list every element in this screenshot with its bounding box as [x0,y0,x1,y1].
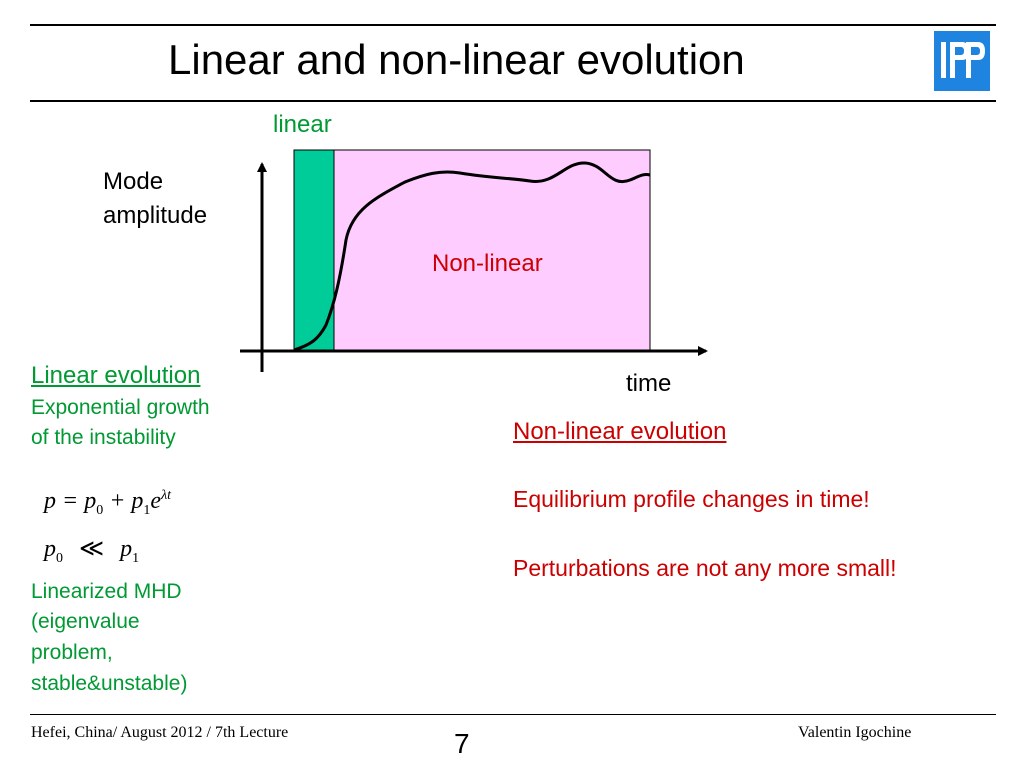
nonlinear-region [333,149,651,352]
top-rule [30,24,996,26]
footer-left: Hefei, China/ August 2012 / 7th Lecture [31,724,289,741]
nonlinear-point1: Equilibrium profile changes in time! [513,486,870,512]
amplitude-curve [293,161,651,352]
mhd-line2: (eigenvalue [31,610,140,633]
footer-rule [30,714,996,715]
linear-desc-line1: Exponential growth [31,396,210,419]
linear-label: linear [273,111,332,138]
mhd-line4: stable&unstable) [31,672,188,695]
nonlinear-evolution-heading: Non-linear evolution [513,418,727,445]
mhd-line3: problem, [31,641,113,664]
page-number: 7 [454,728,470,759]
nonlinear-region-label: Non-linear [432,250,543,277]
mhd-line1: Linearized MHD [31,580,182,603]
footer-author: Valentin Igochine [798,724,912,741]
linear-desc-line2: of the instability [31,426,176,449]
y-axis-label-line2: amplitude [103,202,208,229]
nonlinear-point2: Perturbations are not any more small! [513,555,897,581]
linear-evolution-heading: Linear evolution [31,362,201,389]
y-axis-label-line1: Mode [103,168,164,195]
ipp-logo-icon [934,31,990,91]
growth-equation: p = p0 + p1eλt [44,488,172,518]
slide-title: Linear and non-linear evolution [168,36,745,83]
small-perturbation-relation: p0 ≪ p1 [44,536,140,566]
x-axis-label: time [626,370,672,397]
mode-amplitude-diagram [240,149,708,372]
title-rule [30,100,996,102]
